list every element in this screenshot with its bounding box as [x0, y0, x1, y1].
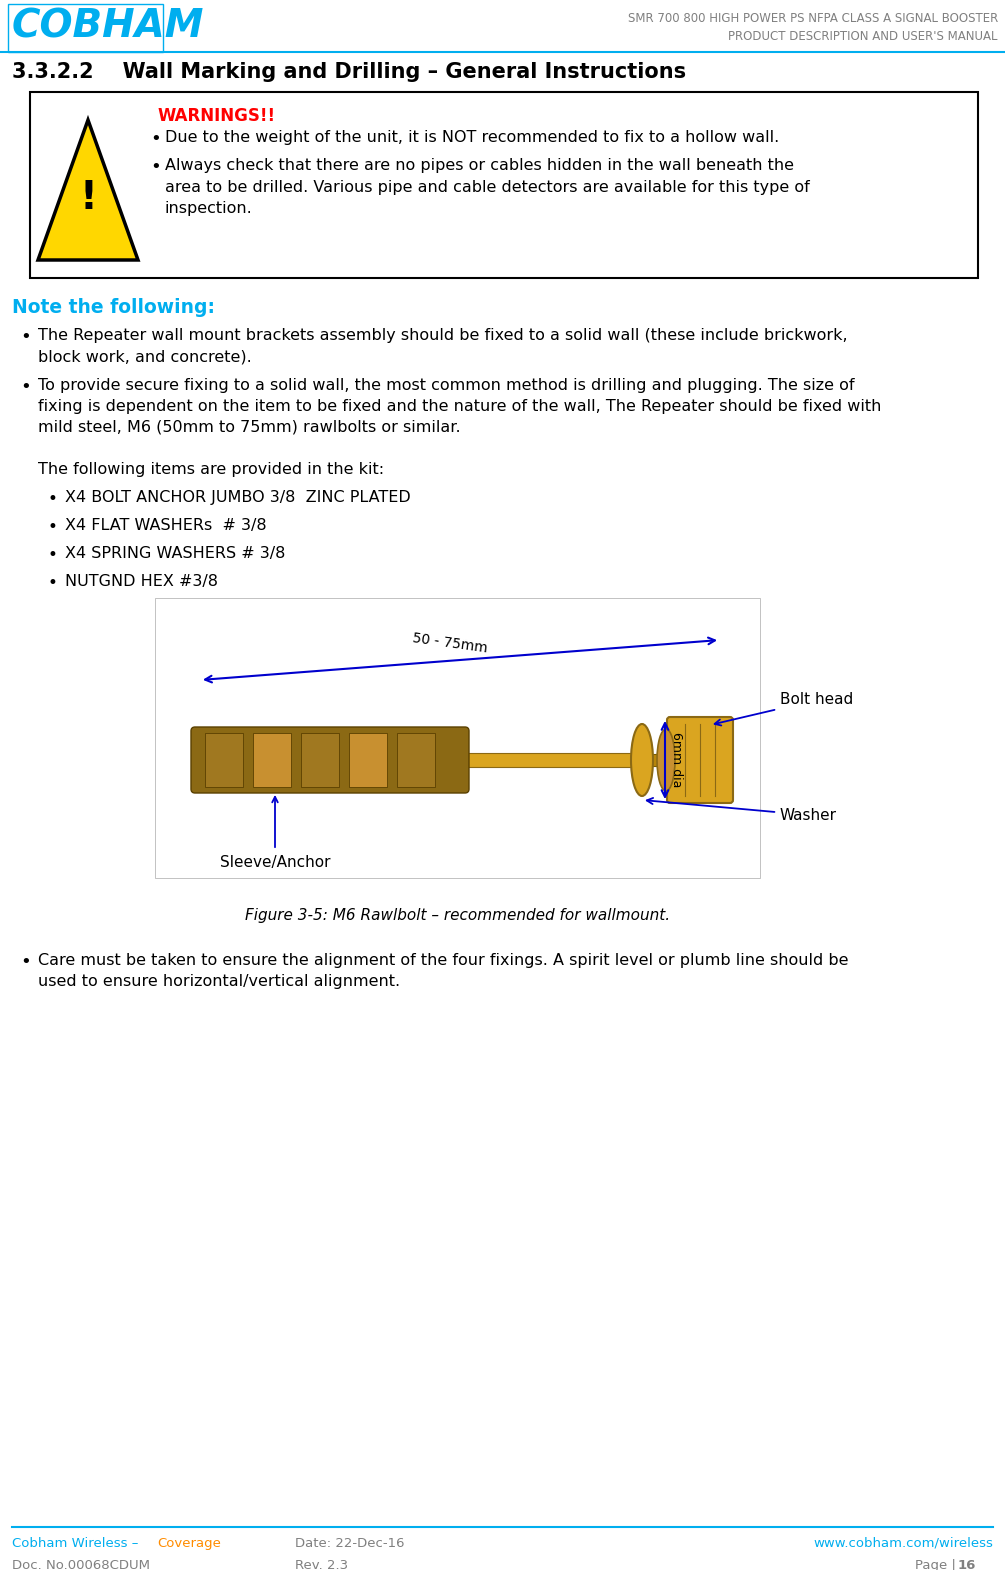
Text: The Repeater wall mount brackets assembly should be fixed to a solid wall (these: The Repeater wall mount brackets assembl…	[38, 328, 847, 364]
Text: 16: 16	[958, 1559, 977, 1570]
Text: Rev. 2.3: Rev. 2.3	[295, 1559, 348, 1570]
Text: NUTGND HEX #3/8: NUTGND HEX #3/8	[65, 575, 218, 589]
Text: •: •	[48, 490, 58, 509]
FancyBboxPatch shape	[225, 754, 670, 766]
Text: Date: 22-Dec-16: Date: 22-Dec-16	[295, 1537, 404, 1550]
Text: Figure 3-5: M6 Rawlbolt – recommended for wallmount.: Figure 3-5: M6 Rawlbolt – recommended fo…	[245, 907, 670, 923]
Text: •: •	[48, 546, 58, 564]
FancyBboxPatch shape	[30, 93, 978, 278]
FancyBboxPatch shape	[155, 598, 760, 878]
FancyBboxPatch shape	[191, 727, 469, 793]
Text: The following items are provided in the kit:: The following items are provided in the …	[38, 462, 384, 477]
Text: Care must be taken to ensure the alignment of the four fixings. A spirit level o: Care must be taken to ensure the alignme…	[38, 953, 848, 989]
Text: •: •	[48, 518, 58, 535]
Text: Due to the weight of the unit, it is NOT recommended to fix to a hollow wall.: Due to the weight of the unit, it is NOT…	[165, 130, 779, 144]
Text: COBHAM: COBHAM	[12, 8, 204, 46]
Text: •: •	[20, 378, 31, 396]
Text: To provide secure fixing to a solid wall, the most common method is drilling and: To provide secure fixing to a solid wall…	[38, 378, 881, 435]
Text: PRODUCT DESCRIPTION AND USER'S MANUAL: PRODUCT DESCRIPTION AND USER'S MANUAL	[729, 30, 998, 42]
Text: Always check that there are no pipes or cables hidden in the wall beneath the
ar: Always check that there are no pipes or …	[165, 159, 810, 217]
Text: www.cobham.com/wireless: www.cobham.com/wireless	[813, 1537, 993, 1550]
Text: Doc. No.00068CDUM: Doc. No.00068CDUM	[12, 1559, 150, 1570]
FancyBboxPatch shape	[205, 733, 243, 787]
Ellipse shape	[631, 724, 653, 796]
Polygon shape	[38, 119, 138, 261]
Text: Bolt head: Bolt head	[715, 692, 853, 725]
Text: Note the following:: Note the following:	[12, 298, 215, 317]
Text: •: •	[150, 159, 161, 176]
Text: Coverage: Coverage	[157, 1537, 221, 1550]
Text: !: !	[79, 179, 96, 217]
FancyBboxPatch shape	[667, 717, 733, 802]
Text: Page |: Page |	[915, 1559, 960, 1570]
Text: Washer: Washer	[647, 798, 837, 823]
Text: •: •	[20, 328, 31, 345]
FancyBboxPatch shape	[397, 733, 435, 787]
FancyBboxPatch shape	[465, 754, 635, 768]
Text: •: •	[48, 575, 58, 592]
Text: X4 BOLT ANCHOR JUMBO 3/8  ZINC PLATED: X4 BOLT ANCHOR JUMBO 3/8 ZINC PLATED	[65, 490, 411, 506]
FancyBboxPatch shape	[349, 733, 387, 787]
Text: 6mm dia: 6mm dia	[670, 732, 683, 788]
Text: 50 - 75mm: 50 - 75mm	[412, 631, 488, 655]
Text: •: •	[150, 130, 161, 148]
Text: Cobham Wireless –: Cobham Wireless –	[12, 1537, 143, 1550]
Text: Sleeve/Anchor: Sleeve/Anchor	[220, 856, 331, 870]
FancyBboxPatch shape	[302, 733, 339, 787]
FancyBboxPatch shape	[253, 733, 291, 787]
Text: •: •	[20, 953, 31, 970]
Text: 3.3.2.2    Wall Marking and Drilling – General Instructions: 3.3.2.2 Wall Marking and Drilling – Gene…	[12, 61, 686, 82]
Ellipse shape	[657, 728, 675, 791]
Text: SMR 700 800 HIGH POWER PS NFPA CLASS A SIGNAL BOOSTER: SMR 700 800 HIGH POWER PS NFPA CLASS A S…	[628, 13, 998, 25]
Text: X4 FLAT WASHERs  # 3/8: X4 FLAT WASHERs # 3/8	[65, 518, 266, 532]
Text: WARNINGS!!: WARNINGS!!	[158, 107, 276, 126]
Text: X4 SPRING WASHERS # 3/8: X4 SPRING WASHERS # 3/8	[65, 546, 285, 560]
